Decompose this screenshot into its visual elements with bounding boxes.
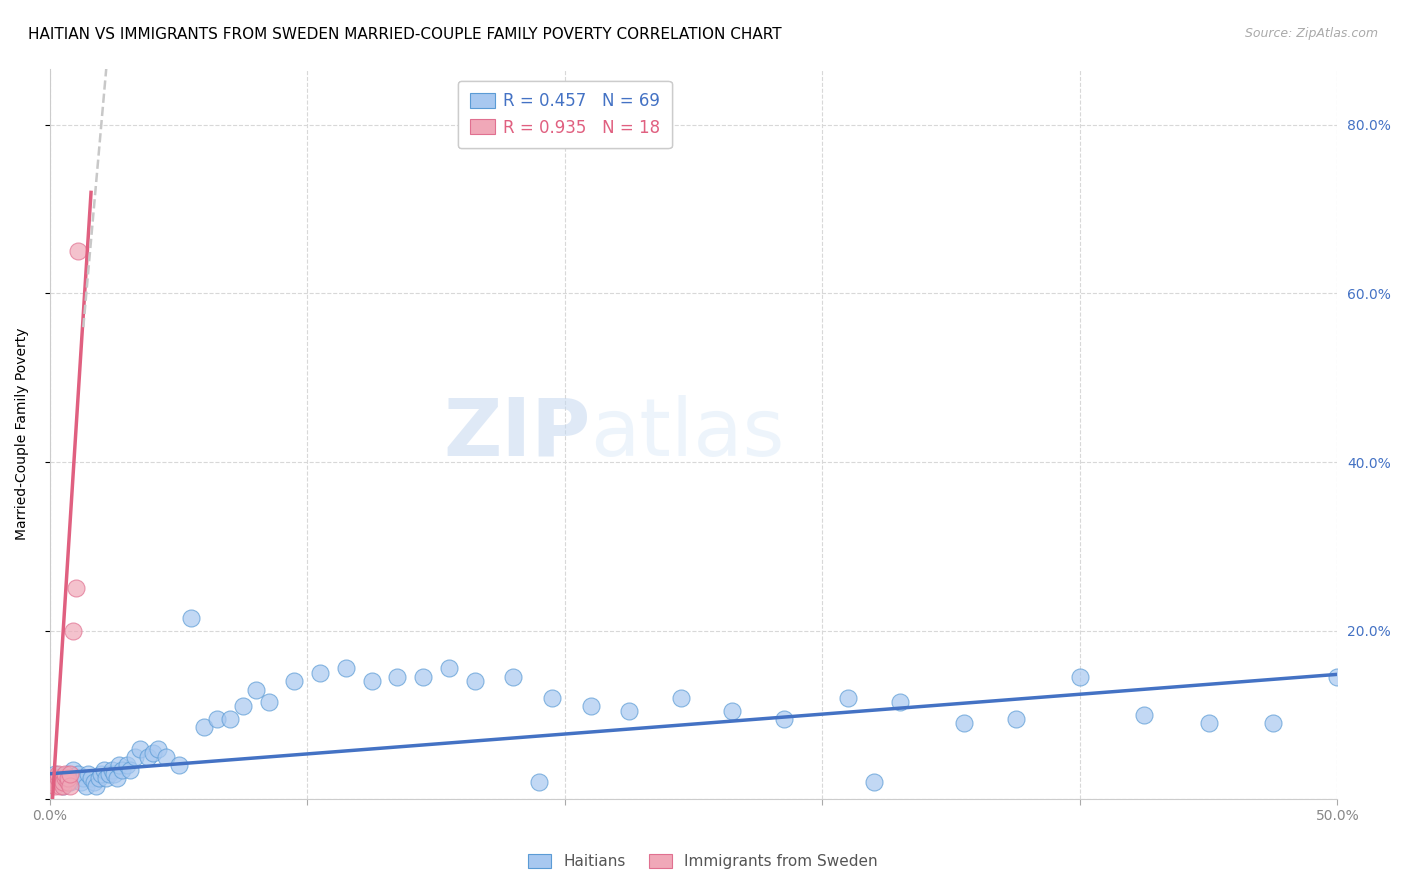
Point — [579, 699, 602, 714]
Point — [437, 661, 460, 675]
Point — [96, 771, 118, 785]
Point — [1004, 712, 1026, 726]
Point — [335, 661, 357, 675]
Point — [155, 750, 177, 764]
Point — [232, 699, 254, 714]
Point — [772, 712, 794, 726]
Point — [69, 775, 91, 789]
Point — [527, 775, 550, 789]
Point — [53, 766, 76, 780]
Point — [464, 674, 486, 689]
Point — [257, 695, 280, 709]
Point — [53, 771, 76, 785]
Point — [59, 766, 82, 780]
Legend: Haitians, Immigrants from Sweden: Haitians, Immigrants from Sweden — [522, 848, 884, 875]
Point — [65, 582, 87, 596]
Point — [619, 704, 641, 718]
Point — [1133, 707, 1156, 722]
Text: HAITIAN VS IMMIGRANTS FROM SWEDEN MARRIED-COUPLE FAMILY POVERTY CORRELATION CHAR: HAITIAN VS IMMIGRANTS FROM SWEDEN MARRIE… — [28, 27, 782, 42]
Point — [44, 766, 66, 780]
Point — [56, 766, 79, 780]
Point — [146, 741, 169, 756]
Point — [124, 750, 146, 764]
Point — [75, 780, 97, 794]
Point — [129, 741, 152, 756]
Point — [49, 775, 72, 789]
Point — [245, 682, 267, 697]
Point — [105, 771, 128, 785]
Point — [46, 771, 69, 785]
Point — [59, 780, 82, 794]
Point — [83, 775, 105, 789]
Point — [180, 611, 202, 625]
Point — [502, 670, 524, 684]
Point — [62, 624, 84, 638]
Y-axis label: Married-Couple Family Poverty: Married-Couple Family Poverty — [15, 327, 30, 540]
Point — [193, 721, 215, 735]
Point — [44, 780, 66, 794]
Point — [46, 766, 69, 780]
Point — [1261, 716, 1284, 731]
Point — [87, 771, 110, 785]
Point — [837, 690, 859, 705]
Point — [1198, 716, 1220, 731]
Text: Source: ZipAtlas.com: Source: ZipAtlas.com — [1244, 27, 1378, 40]
Point — [863, 775, 886, 789]
Point — [387, 670, 409, 684]
Point — [111, 763, 134, 777]
Point — [67, 244, 90, 259]
Point — [67, 766, 90, 780]
Point — [72, 771, 94, 785]
Point — [115, 758, 138, 772]
Point — [360, 674, 382, 689]
Point — [205, 712, 228, 726]
Point — [52, 771, 75, 785]
Point — [889, 695, 911, 709]
Text: atlas: atlas — [591, 395, 785, 473]
Point — [541, 690, 564, 705]
Point — [136, 750, 159, 764]
Point — [118, 763, 141, 777]
Point — [721, 704, 744, 718]
Text: ZIP: ZIP — [443, 395, 591, 473]
Point — [98, 766, 121, 780]
Point — [84, 780, 107, 794]
Point — [49, 775, 72, 789]
Point — [412, 670, 434, 684]
Point — [309, 665, 332, 680]
Point — [52, 780, 75, 794]
Point — [77, 766, 100, 780]
Point — [1326, 670, 1348, 684]
Point — [219, 712, 242, 726]
Point — [49, 780, 72, 794]
Point — [167, 758, 190, 772]
Point — [52, 775, 75, 789]
Point — [59, 775, 82, 789]
Legend: R = 0.457   N = 69, R = 0.935   N = 18: R = 0.457 N = 69, R = 0.935 N = 18 — [458, 80, 672, 148]
Point — [1069, 670, 1091, 684]
Point — [53, 771, 76, 785]
Point — [80, 771, 103, 785]
Point — [56, 771, 79, 785]
Point — [93, 763, 115, 777]
Point — [108, 758, 131, 772]
Point — [56, 775, 79, 789]
Point — [953, 716, 976, 731]
Point — [142, 746, 165, 760]
Point — [41, 775, 63, 789]
Point — [669, 690, 692, 705]
Point — [52, 780, 75, 794]
Point — [283, 674, 305, 689]
Point — [100, 763, 122, 777]
Point — [103, 766, 125, 780]
Point — [90, 766, 112, 780]
Point — [46, 771, 69, 785]
Point — [62, 763, 84, 777]
Point — [65, 771, 87, 785]
